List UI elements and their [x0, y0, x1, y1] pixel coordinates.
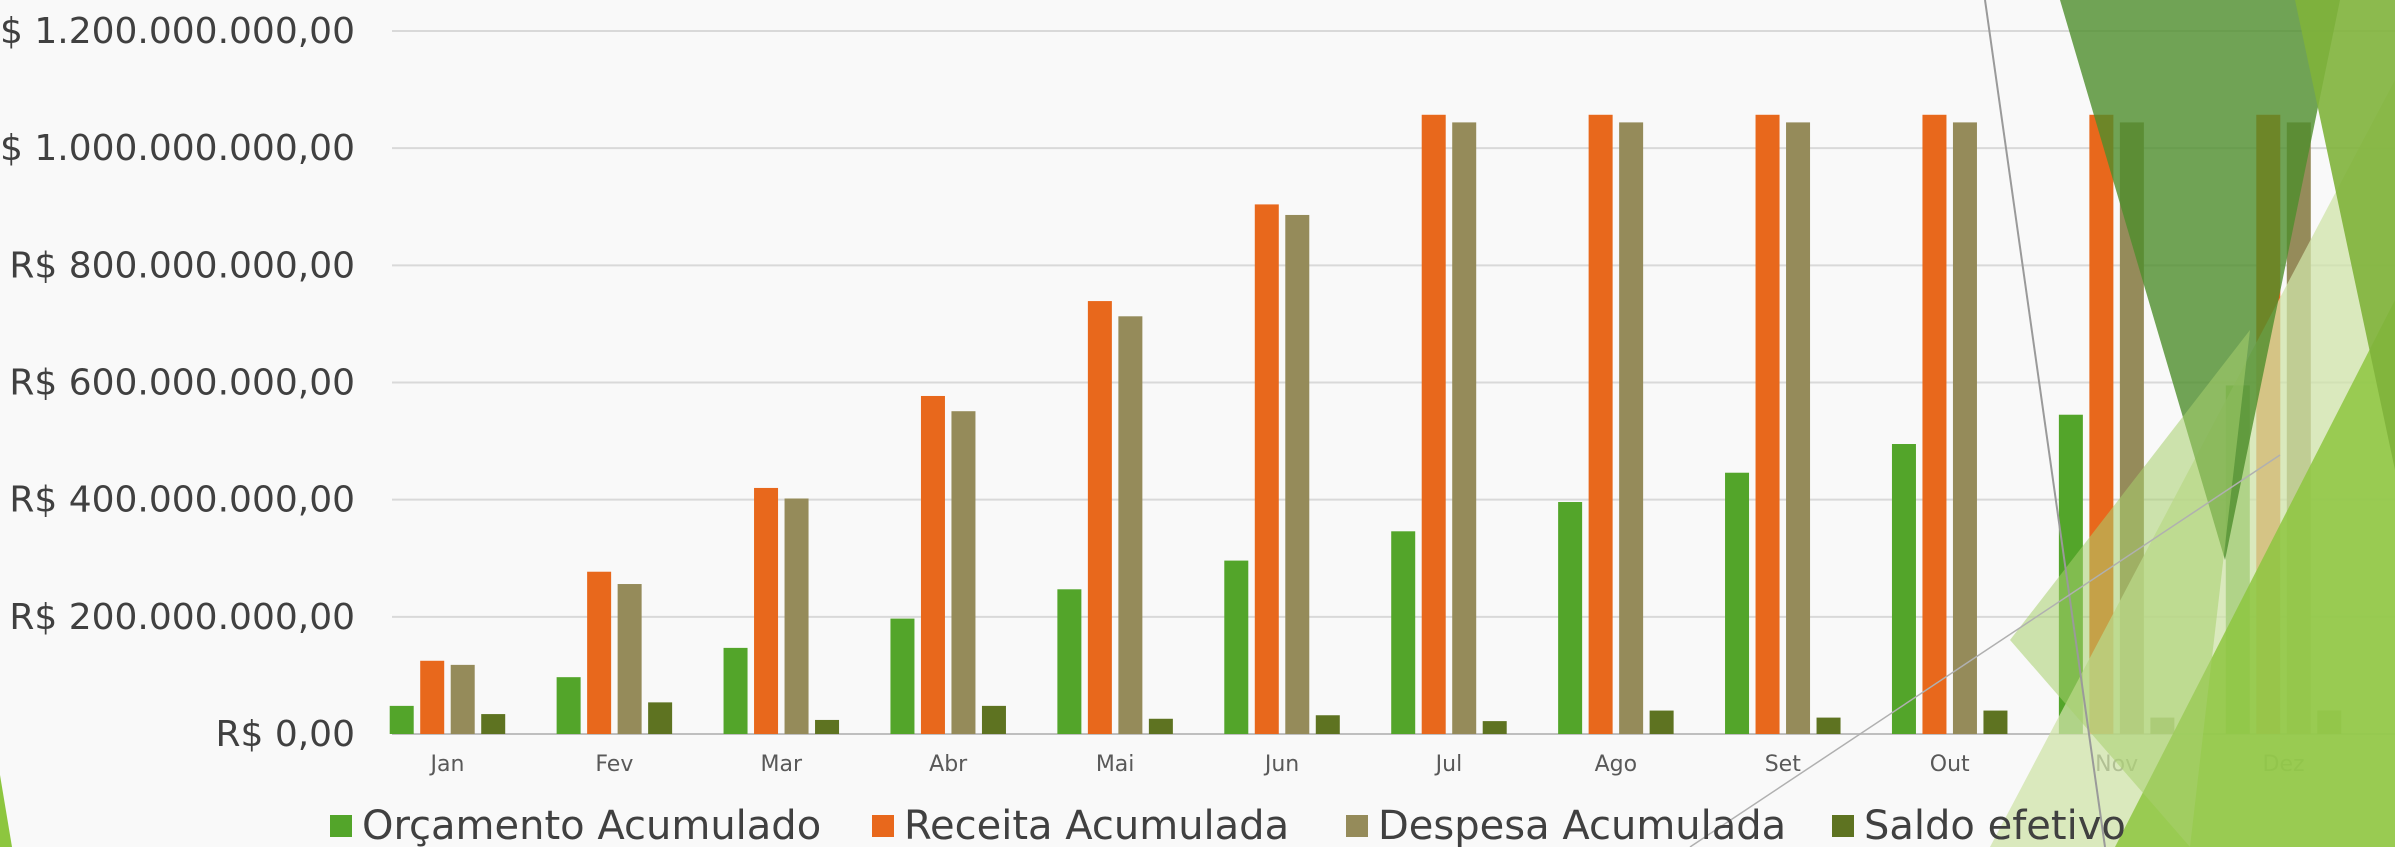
bar-or-amento-acumulado-abr — [890, 618, 915, 734]
legend: Orçamento Acumulado Receita Acumulada Desp… — [330, 803, 2126, 847]
bar-despesa-acumulada-jan — [450, 664, 475, 734]
legend-label: Despesa Acumulada — [1378, 803, 1786, 847]
y-tick-label: R$ 1.200.000.000,00 — [0, 11, 355, 52]
bar-receita-acumulada-jan — [420, 660, 445, 734]
x-tick-label: Mai — [1096, 752, 1135, 777]
bar-receita-acumulada-jul — [1421, 114, 1446, 734]
y-tick-label: R$ 200.000.000,00 — [9, 597, 355, 638]
legend-swatch — [872, 815, 894, 837]
bar-saldo-efetivo-abr — [981, 705, 1006, 734]
bar-or-amento-acumulado-jun — [1224, 560, 1249, 734]
y-axis-tick-labels: R$ 0,00 R$ 200.000.000,00 R$ 400.000.000,0… — [0, 11, 355, 755]
bar-or-amento-acumulado-out — [1891, 444, 1916, 734]
y-tick-label: R$ 800.000.000,00 — [9, 245, 355, 286]
legend-swatch — [1346, 815, 1368, 837]
bar-or-amento-acumulado-fev — [556, 677, 581, 734]
bar-despesa-acumulada-set — [1786, 122, 1811, 734]
legend-item: Receita Acumulada — [872, 803, 1289, 847]
bar-despesa-acumulada-jul — [1452, 122, 1477, 734]
bar-saldo-efetivo-jan — [481, 714, 506, 734]
deco-triangle-dark — [2060, 0, 2340, 560]
bar-saldo-efetivo-jul — [1482, 721, 1507, 734]
legend-item: Orçamento Acumulado — [330, 803, 821, 847]
bar-saldo-efetivo-jun — [1315, 715, 1340, 734]
legend-label: Orçamento Acumulado — [362, 803, 821, 847]
bar-receita-acumulada-mar — [754, 487, 779, 734]
bar-despesa-acumulada-mai — [1118, 316, 1143, 734]
deco-triangle-mid — [2295, 0, 2395, 470]
y-tick-label: R$ 400.000.000,00 — [9, 480, 355, 521]
x-tick-label: Fev — [595, 752, 633, 777]
legend-item: Despesa Acumulada — [1346, 803, 1786, 847]
x-axis-tick-labels: JanFevMarAbrMaiJunJulAgoSetOutNovDez — [428, 752, 2304, 777]
bar-despesa-acumulada-jun — [1285, 214, 1310, 734]
x-tick-label: Jan — [428, 752, 464, 777]
y-tick-label: R$ 0,00 — [215, 714, 355, 755]
bar-or-amento-acumulado-mai — [1057, 589, 1082, 734]
bar-receita-acumulada-jun — [1254, 204, 1279, 734]
bar-or-amento-acumulado-jul — [1391, 531, 1416, 734]
bar-saldo-efetivo-mai — [1148, 718, 1173, 734]
y-tick-label: R$ 600.000.000,00 — [9, 363, 355, 404]
bar-despesa-acumulada-ago — [1619, 122, 1644, 734]
bar-despesa-acumulada-mar — [784, 498, 809, 734]
deco-line-1 — [1984, 0, 2106, 847]
legend-swatch — [330, 815, 352, 837]
legend-label: Receita Acumulada — [904, 803, 1289, 847]
deco-triangle-pale — [2010, 330, 2250, 847]
bar-receita-acumulada-out — [1922, 114, 1947, 734]
bar-receita-acumulada-mai — [1087, 301, 1112, 734]
deco-left-sliver — [0, 775, 12, 847]
gridlines — [392, 30, 2395, 735]
x-tick-label: Mar — [761, 752, 803, 777]
bar-saldo-efetivo-ago — [1649, 710, 1674, 734]
bar-receita-acumulada-fev — [587, 571, 612, 734]
y-tick-label: R$ 1.000.000.000,00 — [0, 128, 355, 169]
x-tick-label: Ago — [1595, 752, 1637, 777]
bar-saldo-efetivo-fev — [648, 702, 673, 734]
x-tick-label: Jun — [1263, 752, 1299, 777]
bar-receita-acumulada-abr — [920, 395, 945, 734]
bar-despesa-acumulada-out — [1952, 122, 1977, 734]
legend-swatch — [1832, 815, 1854, 837]
bar-receita-acumulada-ago — [1588, 114, 1613, 734]
bar-saldo-efetivo-out — [1983, 710, 2008, 734]
bar-or-amento-acumulado-mar — [723, 647, 748, 734]
bar-saldo-efetivo-set — [1816, 717, 1841, 734]
bar-despesa-acumulada-abr — [951, 411, 976, 734]
bar-or-amento-acumulado-jan — [389, 705, 414, 734]
x-tick-label: Set — [1765, 752, 1802, 777]
x-tick-label: Abr — [929, 752, 968, 777]
x-tick-label: Jul — [1434, 752, 1463, 777]
bar-saldo-efetivo-mar — [815, 719, 840, 734]
bar-or-amento-acumulado-ago — [1558, 502, 1583, 734]
bar-or-amento-acumulado-set — [1725, 472, 1750, 734]
legend-label: Saldo efetivo — [1864, 803, 2126, 847]
bar-receita-acumulada-set — [1755, 114, 1780, 734]
deco-line-2 — [1689, 454, 2281, 847]
x-tick-label: Out — [1930, 752, 1970, 777]
bar-despesa-acumulada-fev — [617, 584, 642, 734]
legend-item: Saldo efetivo — [1832, 803, 2126, 847]
